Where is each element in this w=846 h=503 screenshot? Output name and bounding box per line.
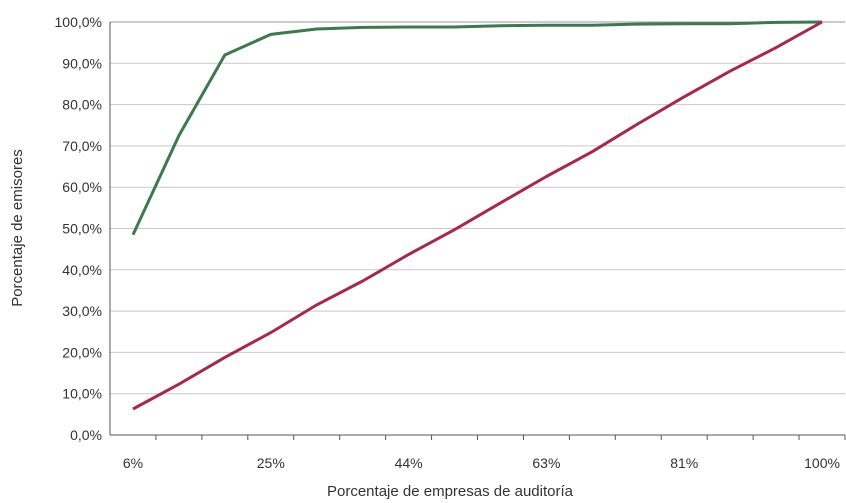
y-tick-label: 40,0%: [62, 262, 102, 278]
y-tick-label: 60,0%: [62, 179, 102, 195]
series-lines: [131, 20, 823, 411]
x-tick-labels: 6% 25% 44% 63% 81% 100%: [123, 455, 840, 471]
x-tick-label: 6%: [123, 455, 143, 471]
y-tick-label: 70,0%: [62, 138, 102, 154]
series-line-1: [131, 20, 823, 236]
y-tick-label: 20,0%: [62, 344, 102, 360]
y-tick-label: 90,0%: [62, 55, 102, 71]
y-tick-label: 100,0%: [55, 14, 102, 30]
y-tick-label: 50,0%: [62, 221, 102, 237]
y-tick-label: 10,0%: [62, 386, 102, 402]
gridlines: [110, 21, 845, 395]
y-tick-label: 80,0%: [62, 97, 102, 113]
x-tick-label: 44%: [395, 455, 423, 471]
x-tick-label: 100%: [804, 455, 840, 471]
y-axis-title: Porcentaje de emisores: [9, 149, 26, 307]
y-tick-labels: 0,0% 10,0% 20,0% 30,0% 40,0% 50,0% 60,0% 70,0% 8…: [55, 14, 102, 443]
x-tick-label: 81%: [670, 455, 698, 471]
y-tick-label: 30,0%: [62, 303, 102, 319]
series-line-2: [132, 20, 823, 411]
axes: [109, 22, 846, 440]
y-tick-label: 0,0%: [70, 427, 102, 443]
x-tick-label: 25%: [257, 455, 285, 471]
x-tick-label: 63%: [532, 455, 560, 471]
x-axis-title: Porcentaje de empresas de auditoría: [327, 483, 574, 500]
